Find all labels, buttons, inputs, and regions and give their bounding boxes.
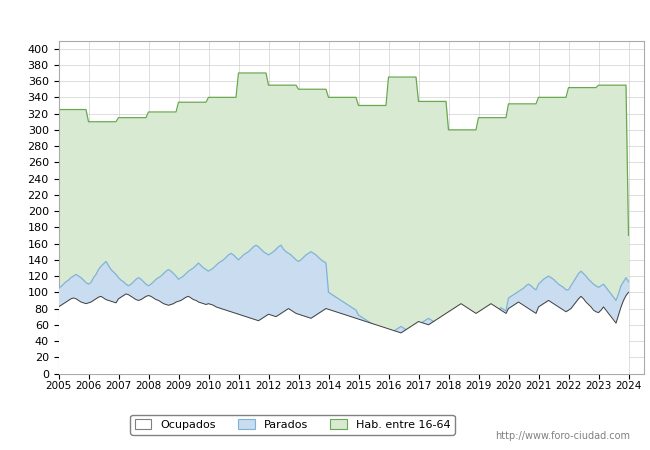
Text: http://www.foro-ciudad.com: http://www.foro-ciudad.com — [495, 431, 630, 441]
Legend: Ocupados, Parados, Hab. entre 16-64: Ocupados, Parados, Hab. entre 16-64 — [130, 415, 455, 435]
Text: Villamayor de Calatrava - Evolucion de la poblacion en edad de Trabajar Mayo de : Villamayor de Calatrava - Evolucion de l… — [68, 12, 582, 24]
